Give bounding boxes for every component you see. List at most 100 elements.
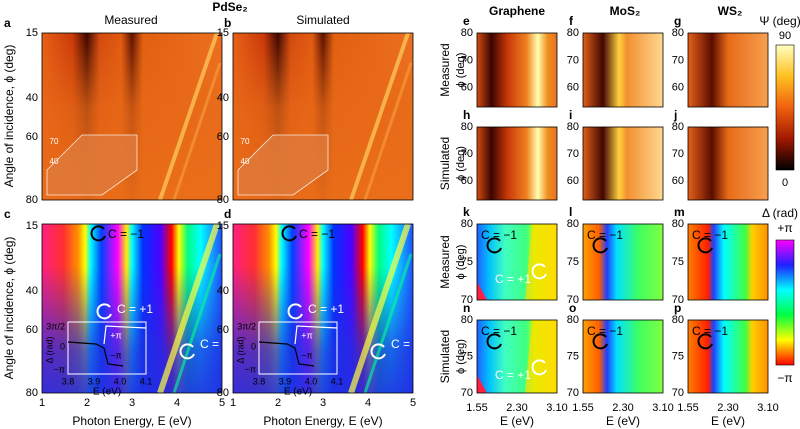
y-tick-label: 60 [26,324,38,336]
x-tick-label: 2.30 [717,402,738,414]
panel-frame [232,223,414,394]
ridge [363,253,413,394]
label: +π [777,221,792,235]
panel-frame [476,319,558,394]
ridge [348,223,411,394]
label: C = +1 [495,272,531,286]
label: 4.0 [114,376,127,386]
y-tick-label: 80 [26,387,38,399]
label: Δ (rad) [235,336,245,363]
heatmap-region [477,282,487,300]
x-tick-label: 4 [174,397,180,409]
panel-frame [476,32,558,108]
x-tick-label: 3.10 [652,402,673,414]
label: 0 [782,177,788,189]
panel-letter: n [463,301,470,315]
chirality-arrow [592,237,608,254]
axis-title: ϕ (deg) [455,245,467,280]
x-tick-label: 3.10 [546,402,567,414]
panel-frame [687,32,769,108]
axis-title: E (eV) [606,414,640,428]
label: C = +1 [200,337,236,351]
label: −π [110,350,121,360]
x-tick-label: 3 [320,397,326,409]
label: 3.9 [279,376,292,386]
panel-frame [41,32,223,201]
row-label: Measured [438,235,452,288]
label: 0 [251,341,256,351]
label: 4.1 [140,376,153,386]
column-header: PdSe₂ [212,0,247,14]
y-tick-label: 70 [567,294,579,306]
label: C = +1 [391,337,427,351]
column-header: Simulated [296,13,349,27]
axis-title: Angle of incidence, ϕ (deg) [2,237,16,380]
label: 0 [60,341,65,351]
colorbar-label: Ψ (deg) [759,14,800,28]
ridge [349,32,410,201]
chirality-arrow [370,343,386,360]
column-header: Graphene [489,4,545,18]
y-tick-label: 15 [26,220,38,232]
y-tick-label: 80 [217,194,229,206]
panel-frame [582,223,664,301]
axis-title: E (eV) [500,414,534,428]
column-header: Measured [104,13,157,27]
panel-letter: i [569,108,572,122]
panel-letter: g [674,14,681,28]
label: 3.9 [88,376,101,386]
label: C = +1 [308,302,344,316]
y-tick-label: 15 [217,220,229,232]
y-tick-label: 80 [461,218,473,230]
label: C = −1 [692,228,728,242]
row-label: Simulated [438,137,452,190]
panel-letter: k [463,205,470,219]
inset-curve [258,341,315,367]
x-tick-label: 1.55 [572,402,593,414]
label: C = −1 [692,324,728,338]
label: Δ (rad) [44,336,54,363]
y-tick-label: 60 [672,175,684,187]
label: C = −1 [481,228,517,242]
y-tick-label: 40 [217,285,229,297]
panel-frame [687,319,769,394]
heatmap [477,127,557,200]
label: 3π/2 [46,321,65,331]
chirality-arrow [486,237,502,254]
heatmap [583,320,663,393]
y-tick-label: 80 [672,27,684,39]
panel-frame [582,126,664,201]
y-tick-label: 80 [672,218,684,230]
x-tick-label: 2.30 [612,402,633,414]
inset-curve [67,341,124,367]
y-tick-label: 15 [217,27,229,39]
label: 40 [241,157,250,166]
column-header: WS₂ [718,4,743,18]
axis-title: ϕ (deg) [455,53,467,88]
label: 90 [779,30,791,42]
y-tick-label: 60 [672,82,684,94]
chirality-arrow [531,263,547,280]
panel-letter: b [224,16,231,30]
chirality-arrow [697,237,713,254]
panel-frame [476,126,558,201]
colorbar [775,44,795,171]
x-tick-label: 1.55 [466,402,487,414]
y-tick-label: 70 [672,387,684,399]
x-tick-label: 3.10 [757,402,778,414]
ridge [157,223,220,394]
y-tick-label: 70 [567,387,579,399]
y-tick-label: 80 [461,121,473,133]
y-tick-label: 60 [461,82,473,94]
y-tick-label: 40 [217,92,229,104]
y-tick-label: 60 [217,131,229,143]
heatmap [583,127,663,200]
panel-letter: e [463,14,470,28]
y-tick-label: 70 [461,294,473,306]
y-tick-label: 75 [567,256,579,268]
x-tick-label: 2 [84,397,90,409]
label: C = +1 [495,368,531,382]
panel-letter: h [463,108,470,122]
y-tick-label: 60 [567,175,579,187]
x-tick-label: 1.55 [677,402,698,414]
